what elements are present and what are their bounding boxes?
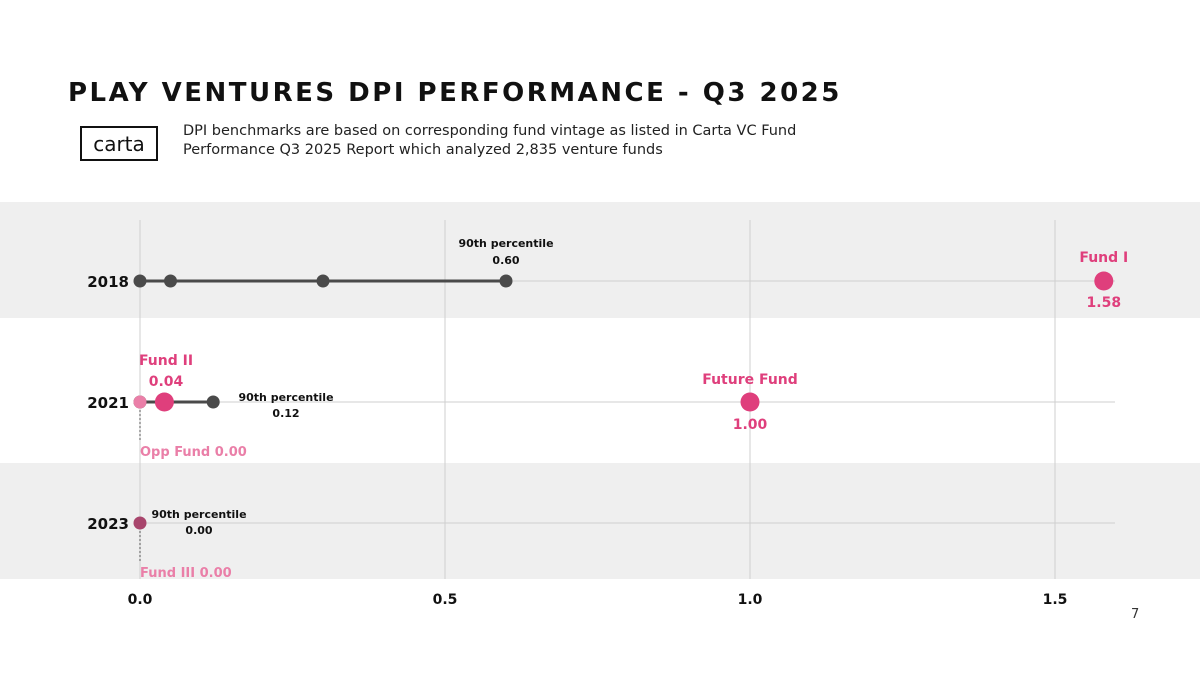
y-tick-label: 2018 [87,273,129,291]
fund-label: Fund III 0.00 [140,566,232,581]
percentile-label: 90th percentile [458,237,553,250]
fund-value: 1.00 [733,417,768,433]
fund-name: Fund II [139,353,193,369]
x-tick-label: 0.5 [433,592,458,608]
fund-value: 0.04 [149,374,184,390]
subtitle: DPI benchmarks are based on correspondin… [183,123,797,158]
page-title: PLAY VENTURES DPI PERFORMANCE - Q3 2025 [68,78,842,108]
x-tick-label: 0.0 [128,592,153,608]
fund-point [154,392,174,412]
carta-logo: carta [80,126,158,161]
y-tick-label: 2021 [87,394,129,412]
benchmark-point [164,274,177,288]
benchmark-point [316,274,330,288]
row-band-2018 [0,202,1200,318]
fund-point [133,395,147,409]
percentile-value: 0.60 [492,254,519,267]
fund-point [740,392,760,412]
y-tick-label: 2023 [87,515,129,533]
percentile-label: 90th percentile [151,508,246,521]
fund-point [1094,271,1114,291]
benchmark-point [499,274,513,288]
percentile-value: 0.00 [185,524,212,537]
x-tick-label: 1.0 [738,592,763,608]
percentile-value: 0.12 [272,407,299,420]
benchmark-point [206,395,220,409]
page-number: 7 [1131,607,1140,622]
fund-label: Opp Fund 0.00 [140,445,247,460]
x-tick-label: 1.5 [1043,592,1068,608]
benchmark-point [133,274,147,288]
row-band-2023 [0,463,1200,579]
fund-value: 1.58 [1087,295,1122,311]
fund-point [133,516,147,530]
percentile-label: 90th percentile [238,391,333,404]
fund-name: Fund I [1079,250,1128,266]
fund-name: Future Fund [702,372,798,388]
